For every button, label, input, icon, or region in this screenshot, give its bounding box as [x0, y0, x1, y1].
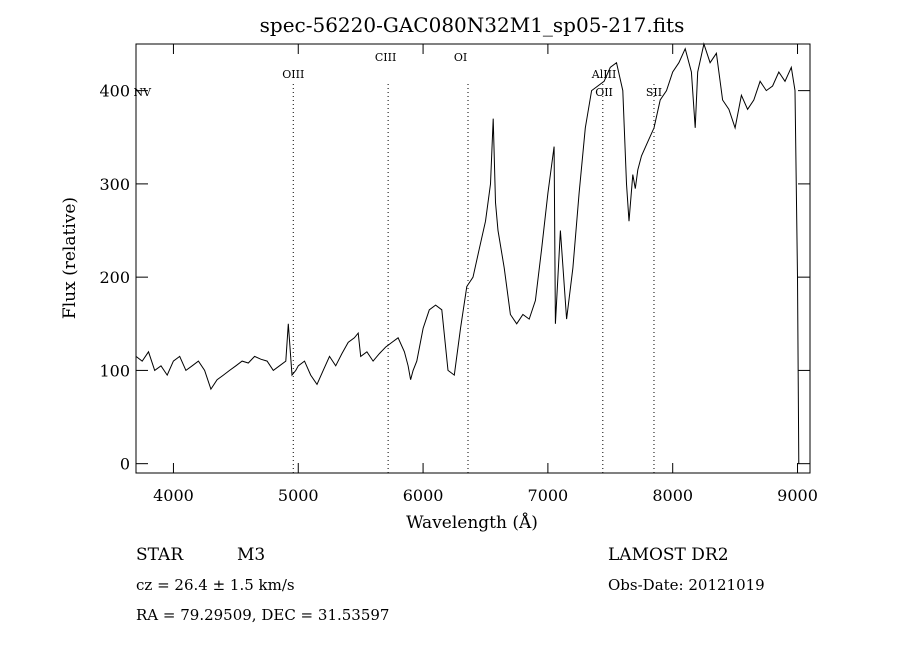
x-tick-label: 7000 — [528, 486, 569, 505]
x-axis-label: Wavelength (Å) — [406, 512, 538, 533]
line-label: SII — [646, 86, 662, 99]
y-axis-label: Flux (relative) — [60, 197, 80, 319]
x-tick-label: 5000 — [278, 486, 319, 505]
y-tick-label: 400 — [99, 82, 130, 101]
x-tick-label: 4000 — [153, 486, 194, 505]
ra-dec-text: RA = 79.29509, DEC = 31.53597 — [136, 606, 389, 624]
line-label: OIII — [282, 68, 304, 81]
x-axis: 4000 5000 6000 7000 8000 9000 — [153, 44, 818, 505]
line-label: OI — [454, 51, 467, 64]
line-labels: NV OIII CIII OI AlIII OII SII — [133, 51, 662, 99]
y-tick-label: 100 — [99, 361, 130, 380]
y-tick-label: 0 — [120, 455, 130, 474]
spectrum-series-line — [135, 42, 800, 464]
y-tick-label: 300 — [99, 175, 130, 194]
y-axis: 0 100 200 300 400 — [99, 82, 810, 474]
line-label: NV — [133, 86, 152, 99]
chart-title: spec-56220-GAC080N32M1_sp05-217.fits — [260, 13, 685, 37]
line-label: AlIII — [591, 68, 617, 81]
plot-frame — [135, 43, 811, 474]
line-label: OII — [595, 86, 613, 99]
object-class: STAR — [136, 545, 184, 565]
emission-line-markers — [292, 84, 655, 473]
redshift-text: cz = 26.4 ± 1.5 km/s — [136, 576, 295, 594]
survey-name: LAMOST DR2 — [608, 545, 729, 565]
y-tick-label: 200 — [99, 268, 130, 287]
x-tick-label: 8000 — [652, 486, 693, 505]
x-tick-label: 9000 — [777, 486, 818, 505]
object-subclass: M3 — [237, 545, 265, 565]
x-tick-label: 6000 — [403, 486, 444, 505]
line-label: CIII — [375, 51, 396, 64]
obs-date-text: Obs-Date: 20121019 — [608, 576, 765, 594]
